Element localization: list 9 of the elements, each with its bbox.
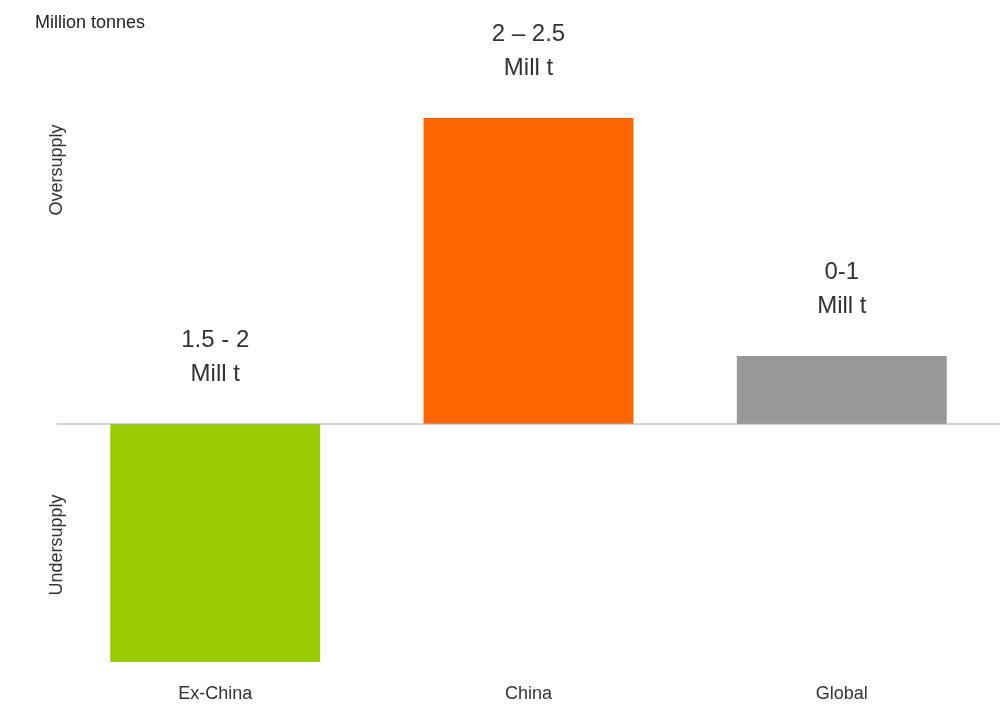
data-label: 1.5 - 2 Mill t [181, 325, 250, 387]
annotation: Oversupply [46, 124, 66, 216]
x-tick-label: Ex-China [178, 682, 254, 703]
x-tick-label: Global [815, 682, 868, 703]
data-label: 0-1 Mill t [817, 257, 867, 319]
x-tick-label: China [504, 682, 553, 703]
data-label: 2 – 2.5 Mill t [491, 19, 566, 81]
annotation: Undersupply [46, 494, 66, 596]
y-axis-title: Million tonnes [35, 12, 146, 32]
